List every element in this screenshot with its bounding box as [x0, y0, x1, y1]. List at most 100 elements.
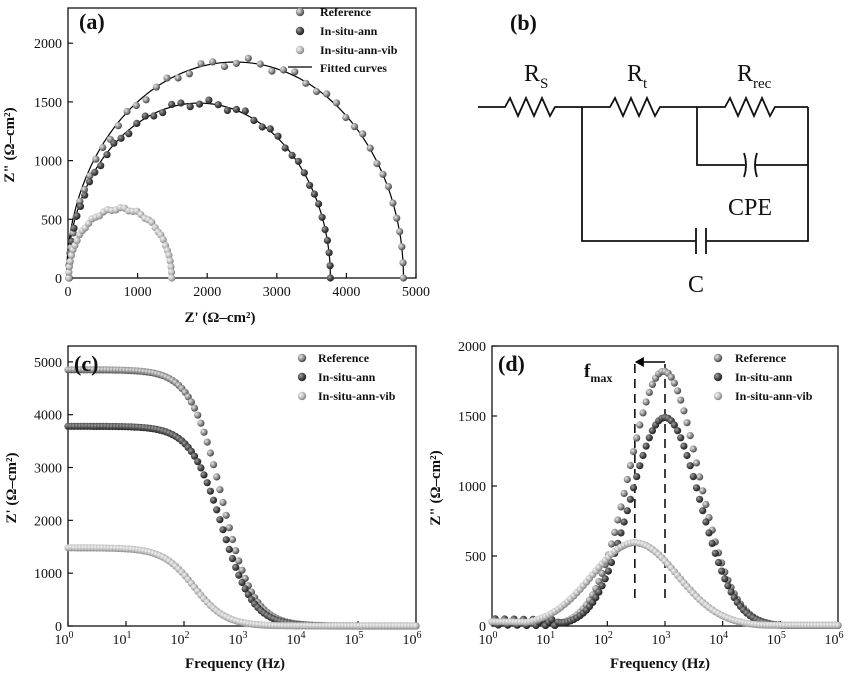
panel-d-xtick-label: 106: [825, 630, 844, 648]
label-cpe: CPE: [728, 195, 772, 221]
panel-d-marks: [488, 367, 842, 630]
data-point-reference: [611, 528, 619, 537]
panel-b: (b) RS Rt Rrec CPE C: [478, 10, 809, 298]
data-point-reference: [302, 79, 310, 87]
data-point-reference: [235, 557, 243, 565]
data-point-ann: [213, 506, 221, 514]
label-rs: RS: [524, 61, 548, 92]
data-point-reference: [623, 475, 631, 484]
panel-c-xtick-label: 104: [287, 630, 306, 648]
panel-a-xtick-label: 5000: [402, 285, 430, 300]
data-point-reference: [80, 185, 89, 194]
data-point-ann: [718, 567, 726, 575]
legend-c-ann: In-situ-ann: [318, 370, 376, 384]
legend-c-vib: In-situ-ann-vib: [318, 389, 396, 403]
data-point-reference: [213, 473, 221, 481]
data-point-ann: [186, 103, 194, 111]
data-point-reference: [645, 388, 653, 396]
data-point-reference: [185, 70, 193, 78]
data-point-reference: [222, 511, 230, 519]
data-point-ann: [241, 107, 249, 115]
fmax-arrowhead: [634, 357, 644, 367]
data-point-reference: [203, 438, 211, 446]
data-point-reference: [696, 473, 704, 481]
data-point-ann: [306, 181, 314, 189]
data-point-ann: [168, 100, 176, 108]
data-point-vib: [66, 257, 74, 265]
panel-a-ytick-label: 2000: [34, 37, 62, 52]
data-point-ann: [250, 116, 258, 124]
legend-c-reference-marker: [297, 353, 307, 363]
panel-d-ytick-label: 1500: [458, 410, 486, 425]
data-point-ann: [177, 99, 185, 107]
data-point-ann: [225, 545, 233, 554]
panel-a-xlabel: Z' (Ω–cm²): [184, 310, 255, 326]
fit-curve-reference: [66, 61, 405, 279]
data-point-reference: [642, 398, 650, 406]
data-point-ann: [97, 162, 105, 170]
data-point-ann: [281, 144, 289, 152]
data-point-reference: [256, 60, 264, 68]
legend-d-vib: In-situ-ann-vib: [735, 389, 813, 403]
panel-c-ticks: 100 101 102 103 104 105 106 0 1000 2000 3000 4000 50…: [34, 356, 422, 648]
panel-d-ylabel: Z" (Ω–cm²): [428, 450, 444, 525]
data-point-ann: [223, 106, 231, 115]
data-point-reference: [626, 461, 635, 470]
data-point-reference: [389, 199, 397, 207]
data-point-reference: [620, 489, 628, 497]
data-point-ann: [598, 582, 606, 590]
data-point-reference: [699, 487, 707, 495]
data-point-ann: [699, 507, 707, 515]
data-point-reference: [312, 87, 321, 96]
data-point-vib: [73, 237, 81, 245]
panel-a-legend: Reference In-situ-ann In-situ-ann-vib Fi…: [288, 5, 398, 75]
data-point-ann: [639, 451, 647, 460]
panel-a-ylabel: Z" (Ω–cm²): [2, 107, 18, 182]
panel-a-ytick-label: 0: [55, 272, 62, 287]
c-branch: [581, 107, 809, 242]
data-point-reference: [639, 409, 647, 417]
data-point-reference: [200, 428, 208, 436]
data-point-ann: [323, 236, 331, 244]
data-point-ann: [70, 224, 78, 232]
panel-d-ytick-label: 2000: [458, 340, 486, 355]
legend-d-reference: Reference: [735, 351, 787, 365]
data-point-reference: [187, 398, 195, 406]
legend-d-ann-marker: [713, 372, 723, 382]
data-point-ann: [159, 109, 167, 117]
panel-c-ytick-label: 2000: [34, 514, 62, 529]
panel-d-xtick-label: 101: [536, 630, 555, 648]
data-point-vib: [166, 257, 174, 265]
panel-d: 100 101 102 103 104 105 106 0 500 1000 1500 2000 (d…: [428, 340, 844, 672]
panel-c-legend: Reference In-situ-ann In-situ-ann-vib: [297, 351, 396, 403]
data-point-ann: [705, 529, 713, 537]
data-point-reference: [350, 123, 359, 131]
data-point-reference: [206, 449, 214, 457]
data-point-reference: [683, 419, 691, 427]
data-point-reference: [342, 113, 350, 122]
data-point-ann: [103, 151, 111, 159]
data-point-ann: [228, 555, 237, 563]
data-point-ann: [620, 518, 628, 526]
panel-b-label: (b): [510, 10, 537, 35]
data-point-reference: [399, 259, 407, 267]
panel-d-ytick-label: 1000: [458, 480, 486, 495]
data-point-reference: [686, 432, 694, 440]
data-point-reference: [323, 90, 331, 98]
data-point-reference: [629, 448, 638, 456]
data-point-ann: [241, 585, 249, 593]
data-point-reference: [132, 101, 140, 110]
data-point-reference: [152, 83, 160, 91]
panel-a-marks: [65, 54, 408, 282]
data-point-ann: [623, 507, 631, 515]
data-point-ann: [288, 151, 296, 159]
panel-a-frame: [67, 7, 417, 279]
data-point-ann: [205, 96, 213, 104]
data-point-reference: [114, 122, 122, 130]
data-point-reference: [279, 66, 288, 74]
data-point-vib: [65, 268, 73, 276]
data-point-ann: [648, 427, 657, 435]
data-point-reference: [194, 411, 202, 419]
data-point-ann: [592, 594, 600, 602]
